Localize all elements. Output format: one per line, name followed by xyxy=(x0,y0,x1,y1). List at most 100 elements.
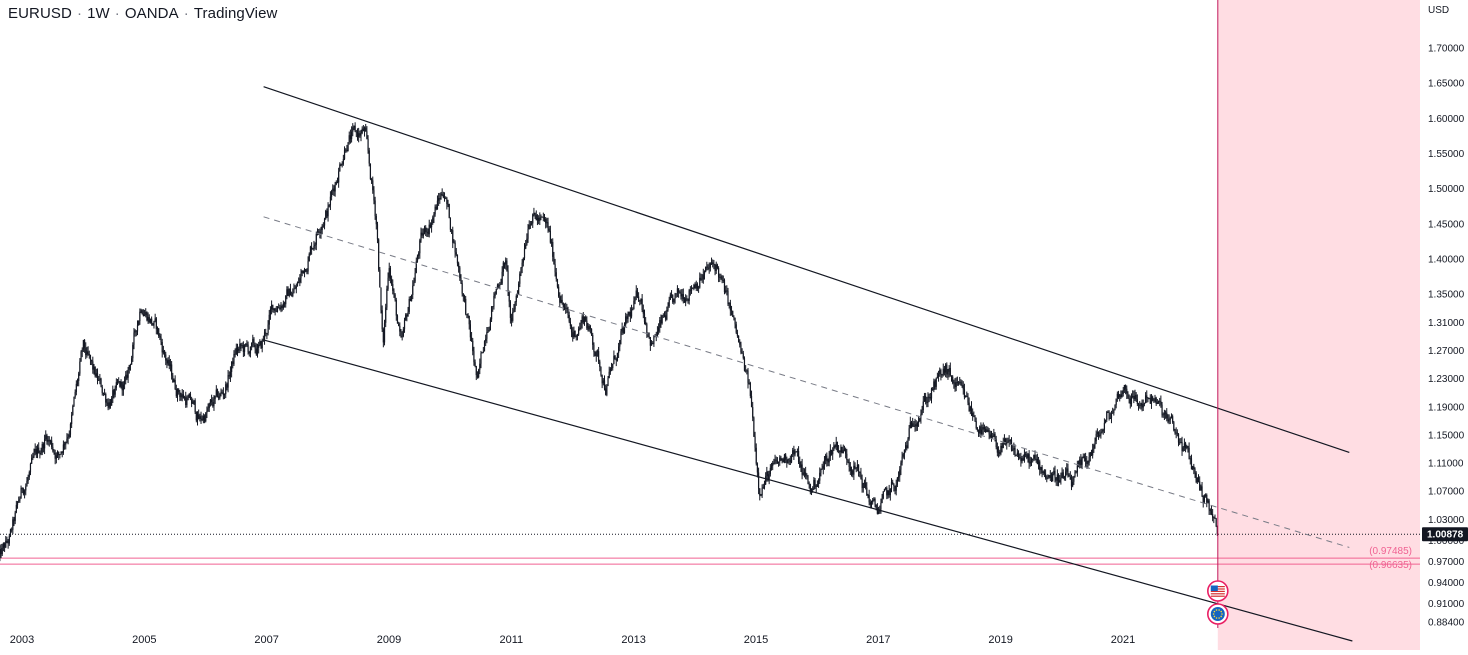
candle-body xyxy=(215,396,216,399)
candle-body xyxy=(143,314,144,316)
candle-body xyxy=(1058,475,1059,483)
candle-body xyxy=(1205,495,1206,496)
candle-body xyxy=(35,449,36,452)
candle-body xyxy=(306,271,307,272)
channel-lower-line[interactable] xyxy=(264,340,1353,641)
candle-body xyxy=(1137,399,1138,404)
candle-body xyxy=(572,332,573,337)
candle-body xyxy=(375,200,376,216)
candle-body xyxy=(1126,389,1127,394)
channel-midline[interactable] xyxy=(264,217,1350,548)
candle-body xyxy=(732,311,733,317)
candle-body xyxy=(124,381,125,385)
candle-body xyxy=(105,394,106,403)
candle-body xyxy=(578,329,579,335)
candle-body xyxy=(1040,467,1041,470)
candle-body xyxy=(1180,442,1181,443)
us-flag-event-icon[interactable] xyxy=(1208,581,1228,601)
candle-body xyxy=(925,396,926,402)
candle-body xyxy=(364,128,365,132)
candle-body xyxy=(92,361,93,369)
candle-body xyxy=(1103,430,1104,432)
candle-body xyxy=(743,353,744,358)
candle-body xyxy=(122,382,123,390)
candle-body xyxy=(1123,390,1124,394)
candle-body xyxy=(438,198,439,201)
candle-body xyxy=(893,484,894,486)
candle-body xyxy=(643,310,644,314)
candle-body xyxy=(59,454,60,455)
candle-body xyxy=(393,291,394,295)
candle-body xyxy=(926,402,927,403)
candle-body xyxy=(478,370,479,378)
candle-body xyxy=(972,413,973,416)
candle-body xyxy=(1017,453,1018,455)
candle-body xyxy=(1033,455,1034,459)
candle-body xyxy=(298,282,299,283)
time-tick-label: 2021 xyxy=(1111,634,1135,646)
candle-body xyxy=(881,498,882,503)
candle-body xyxy=(545,219,546,223)
candle-body xyxy=(96,373,97,376)
candle-body xyxy=(874,499,875,504)
candle-body xyxy=(1012,450,1013,451)
candle-body xyxy=(492,306,493,307)
candle-body xyxy=(718,268,719,277)
candle-body xyxy=(1025,454,1026,455)
candle-body xyxy=(850,467,851,471)
candle-body xyxy=(607,378,608,386)
candle-body xyxy=(716,265,717,271)
candle-body xyxy=(672,295,673,302)
candle-body xyxy=(616,359,617,361)
candle-body xyxy=(645,322,646,324)
candle-body xyxy=(295,288,296,289)
candle-body xyxy=(1171,416,1172,418)
svg-text:1.00878: 1.00878 xyxy=(1427,530,1464,541)
candle-body xyxy=(678,288,679,292)
candle-body xyxy=(144,315,145,316)
candle-body xyxy=(731,310,732,311)
candle-body xyxy=(140,310,141,311)
candle-body xyxy=(379,270,380,288)
candle-body xyxy=(534,213,535,215)
candle-body xyxy=(762,488,763,495)
candle-body xyxy=(135,330,136,332)
channel-upper-line[interactable] xyxy=(264,87,1350,453)
candle-body xyxy=(482,352,483,353)
candle-body xyxy=(162,342,163,352)
candle-body xyxy=(33,452,34,456)
candle-body xyxy=(513,309,514,311)
candle-body xyxy=(839,451,840,453)
candle-body xyxy=(1210,509,1211,511)
candle-body xyxy=(380,287,381,310)
candle-body xyxy=(470,324,471,337)
candle-body xyxy=(427,232,428,234)
eu-flag-event-icon[interactable] xyxy=(1208,604,1228,624)
candle-body xyxy=(1131,397,1132,404)
candle-body xyxy=(17,502,18,505)
candle-body xyxy=(269,315,270,325)
candle-body xyxy=(936,378,937,387)
candle-body xyxy=(471,337,472,341)
candle-body xyxy=(472,341,473,351)
candle-body xyxy=(823,466,824,469)
candle-body xyxy=(519,274,520,284)
candle-body xyxy=(1216,518,1217,526)
candle-body xyxy=(869,495,870,502)
symbol-name[interactable]: EURUSD xyxy=(8,5,72,22)
candle-body xyxy=(520,268,521,274)
candle-body xyxy=(396,300,397,316)
candle-body xyxy=(286,289,287,296)
candle-body xyxy=(43,444,44,448)
candle-body xyxy=(593,345,594,352)
candle-body xyxy=(1201,486,1202,496)
candle-body xyxy=(1200,486,1201,490)
candle-body xyxy=(119,381,120,386)
candle-body xyxy=(886,488,887,495)
candle-body xyxy=(1043,471,1044,472)
interval-label[interactable]: 1W xyxy=(87,5,110,22)
candle-body xyxy=(981,430,982,435)
